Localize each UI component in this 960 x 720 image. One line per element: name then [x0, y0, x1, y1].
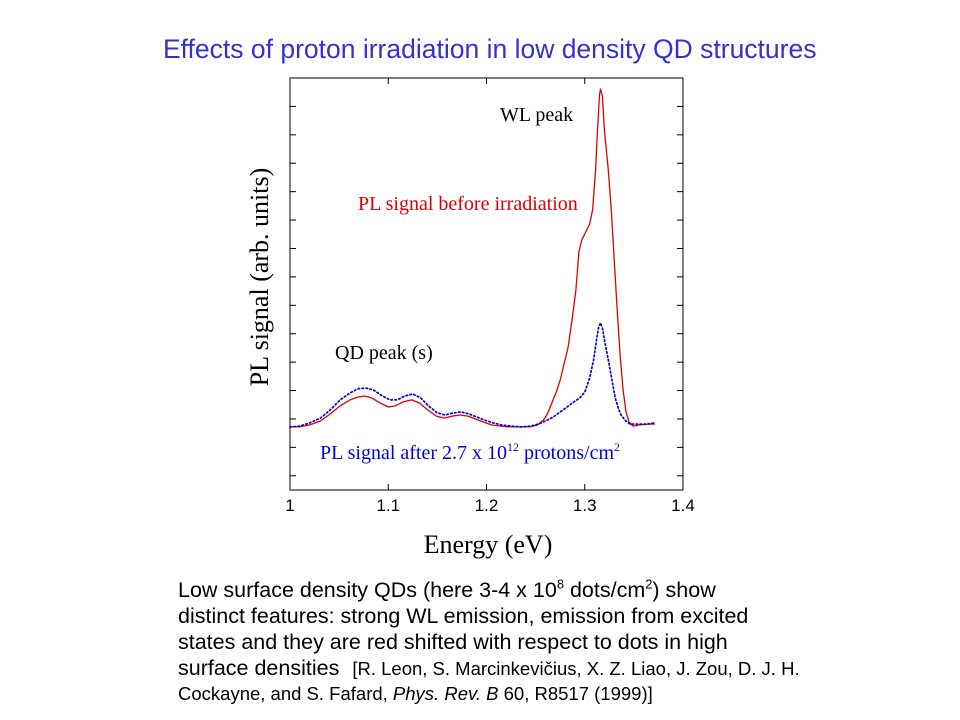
x-tick-label: 1.2: [475, 496, 499, 515]
caption-line-3: states and they are red shifted with res…: [178, 630, 728, 654]
caption-text-part: ) show: [652, 578, 716, 602]
annotation-qd-peak: QD peak (s): [335, 342, 433, 364]
annotation-after-exponent: 12: [507, 440, 519, 454]
x-tick-label: 1.1: [376, 496, 400, 515]
annotation-wl-peak: WL peak: [500, 104, 573, 126]
reference-citation: 60, R8517 (1999)]: [498, 683, 653, 704]
series-line-1: [289, 88, 656, 428]
reference-citation: [R. Leon, S. Marcinkevičius, X. Z. Liao,…: [352, 658, 800, 679]
axis-ticks: [289, 78, 684, 490]
annotation-after-irradiation: PL signal after 2.7 x 1012 protons/cm2: [320, 440, 620, 464]
annotation-after-unit: protons/cm: [519, 442, 614, 464]
caption-text: Low surface density QDs (here 3-4 x 108 …: [178, 577, 800, 707]
x-axis-label: Energy (eV): [424, 530, 553, 559]
caption-text-part: Low surface density QDs (here 3-4 x 10: [178, 578, 557, 602]
x-tick-label: 1.4: [671, 496, 695, 515]
caption-superscript: 8: [556, 576, 564, 592]
caption-superscript: 2: [645, 576, 653, 592]
plot-frame: [289, 77, 684, 491]
annotation-after-text: PL signal after 2.7 x 10: [320, 442, 507, 464]
caption-line-4: surface densities [R. Leon, S. Marcinkevi…: [178, 655, 800, 681]
x-tick-labels: 1 1.1 1.2 1.3 1.4: [285, 496, 695, 515]
caption-line-5: Cockayne, and S. Fafard, Phys. Rev. B 60…: [178, 681, 800, 707]
series-layer: [289, 88, 656, 428]
x-tick-label: 1: [285, 496, 294, 515]
series-line-2: [289, 322, 656, 428]
caption-line-2: distinct features: strong WL emission, e…: [178, 604, 749, 628]
reference-journal: Phys. Rev. B: [392, 683, 499, 704]
reference-citation: Cockayne, and S. Fafard,: [178, 683, 393, 704]
annotation-before-irradiation: PL signal before irradiation: [358, 193, 578, 215]
caption-line-1: Low surface density QDs (here 3-4 x 108 …: [178, 577, 800, 603]
caption-text-part: dots/cm: [563, 578, 646, 602]
caption-text-part: surface densities: [178, 656, 340, 680]
y-axis-label: PL signal (arb. units): [245, 168, 274, 387]
slide-title: Effects of proton irradiation in low den…: [163, 34, 817, 64]
annotation-after-unit-exponent: 2: [614, 440, 620, 454]
x-tick-label: 1.3: [573, 496, 597, 515]
